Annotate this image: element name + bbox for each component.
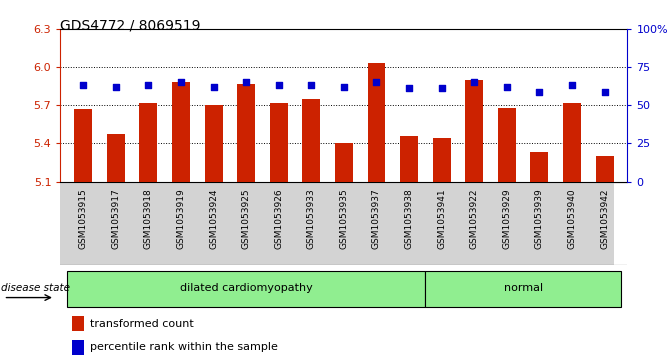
Text: GSM1053933: GSM1053933: [307, 188, 316, 249]
Bar: [400, 136, 418, 182]
Text: dilated cardiomyopathy: dilated cardiomyopathy: [180, 283, 313, 293]
Point: [501, 84, 512, 90]
Point: [404, 86, 415, 91]
Point: [111, 84, 121, 90]
Text: GSM1053922: GSM1053922: [470, 188, 478, 249]
Bar: [172, 82, 190, 182]
Text: GSM1053940: GSM1053940: [568, 188, 576, 249]
Point: [208, 84, 219, 90]
Text: GSM1053929: GSM1053929: [503, 188, 511, 249]
Text: GSM1053925: GSM1053925: [242, 188, 251, 249]
Point: [176, 79, 187, 85]
Bar: [498, 108, 516, 182]
Text: GSM1053937: GSM1053937: [372, 188, 381, 249]
Text: GSM1053924: GSM1053924: [209, 188, 218, 249]
Bar: [596, 156, 613, 182]
Bar: [531, 152, 548, 182]
Text: normal: normal: [503, 283, 543, 293]
Bar: [72, 339, 84, 355]
Point: [306, 82, 317, 88]
Bar: [368, 63, 385, 182]
Point: [273, 82, 284, 88]
Text: GSM1053938: GSM1053938: [405, 188, 413, 249]
Text: GDS4772 / 8069519: GDS4772 / 8069519: [60, 18, 201, 32]
Point: [241, 79, 252, 85]
Bar: [74, 109, 92, 182]
Point: [469, 79, 480, 85]
Bar: [67, 271, 425, 306]
Bar: [72, 316, 84, 331]
Bar: [465, 80, 483, 182]
Point: [534, 89, 545, 94]
Text: transformed count: transformed count: [90, 318, 194, 329]
Point: [436, 86, 447, 91]
Bar: [425, 271, 621, 306]
Bar: [303, 99, 320, 182]
Text: GSM1053935: GSM1053935: [340, 188, 348, 249]
Bar: [563, 103, 581, 182]
Text: GSM1053941: GSM1053941: [437, 188, 446, 249]
Text: GSM1053918: GSM1053918: [144, 188, 153, 249]
Text: GSM1053926: GSM1053926: [274, 188, 283, 249]
Point: [599, 89, 610, 94]
Bar: [107, 134, 125, 182]
Bar: [270, 103, 288, 182]
Text: GSM1053939: GSM1053939: [535, 188, 544, 249]
Text: disease state: disease state: [1, 283, 70, 293]
Bar: [237, 83, 255, 182]
Text: GSM1053915: GSM1053915: [79, 188, 88, 249]
Point: [566, 82, 577, 88]
Point: [143, 82, 154, 88]
Point: [371, 79, 382, 85]
Bar: [140, 103, 157, 182]
Point: [339, 84, 350, 90]
Text: percentile rank within the sample: percentile rank within the sample: [90, 342, 278, 352]
Text: GSM1053917: GSM1053917: [111, 188, 120, 249]
Bar: [335, 143, 353, 182]
Text: GSM1053942: GSM1053942: [600, 188, 609, 249]
Bar: [433, 138, 451, 182]
Text: GSM1053919: GSM1053919: [176, 188, 185, 249]
Bar: [205, 105, 223, 182]
Point: [78, 82, 89, 88]
